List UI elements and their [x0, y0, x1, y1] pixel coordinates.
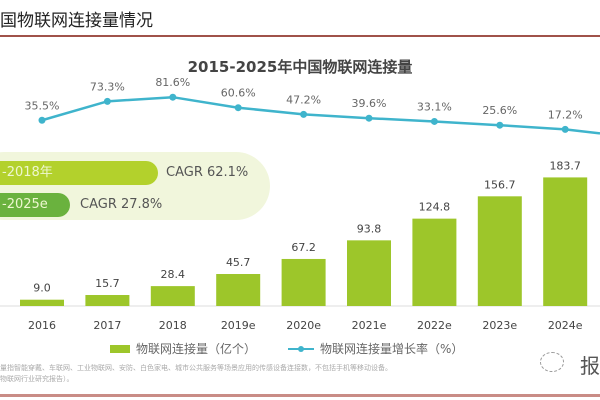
x-tick-2022e: 2022e	[417, 319, 452, 332]
header-divider	[0, 35, 600, 37]
growth-point-2018	[169, 93, 177, 101]
growth-label-2024e: 17.2%	[548, 108, 583, 121]
growth-label-2020e: 47.2%	[286, 93, 321, 106]
growth-point-2019e	[234, 104, 242, 112]
bar-2023e	[477, 196, 522, 306]
growth-line	[41, 95, 600, 135]
growth-label-2021e: 39.6%	[352, 97, 387, 110]
watermark: 报	[580, 354, 600, 378]
bar-2021e	[347, 240, 391, 306]
legend-bar-label: 物联网连接量（亿个）	[136, 342, 257, 356]
bar-2017	[85, 295, 130, 306]
bar-2020e	[281, 258, 326, 306]
growth-point-2017	[103, 97, 111, 105]
growth-point-2024e	[561, 125, 569, 133]
bar-label-2019e: 45.7	[226, 256, 251, 269]
growth-point-2020e	[300, 110, 308, 118]
chart-title: 2015-2025年中国物联网连接量	[187, 58, 413, 76]
cagr-value-1: CAGR 62.1%	[166, 165, 249, 180]
legend: 物联网连接量（亿个） 物联网连接量增长率（%）	[110, 340, 463, 357]
growth-point-2023e	[496, 121, 504, 129]
growth-point-2021e	[365, 114, 373, 122]
x-tick-2019e: 2019e	[221, 319, 256, 332]
growth-point-2022e	[430, 117, 438, 125]
growth-point-2016	[38, 116, 46, 124]
x-tick-2016: 2016	[28, 319, 56, 332]
bottom-divider	[0, 394, 600, 397]
legend-bar-swatch	[110, 344, 130, 353]
bar-label-2023e: 156.7	[484, 178, 516, 191]
growth-label-2018: 81.6%	[155, 76, 190, 89]
bar-label-2020e: 67.2	[291, 241, 316, 254]
bar-2022e	[412, 218, 457, 306]
bar-label-2021e: 93.8	[357, 222, 382, 235]
wechat-icon	[540, 352, 564, 372]
bar-2016	[20, 299, 64, 306]
x-tick-2024e: 2024e	[548, 319, 583, 332]
x-tick-2020e: 2020e	[286, 319, 321, 332]
cagr-value-2: CAGR 27.8%	[80, 197, 163, 212]
bar-2019e	[216, 274, 261, 306]
bar-2018	[150, 286, 195, 306]
growth-label-2016: 35.5%	[25, 99, 60, 112]
growth-label-2023e: 25.6%	[482, 104, 517, 117]
section-title: 国物联网连接量情况	[0, 11, 153, 31]
bar-label-2024e: 183.7	[549, 159, 581, 172]
bar-label-2022e: 124.8	[419, 201, 451, 214]
bar-label-2017: 15.7	[95, 277, 120, 290]
x-tick-2017: 2017	[93, 319, 121, 332]
x-tick-2023e: 2023e	[482, 319, 517, 332]
growth-label-2022e: 33.1%	[417, 100, 452, 113]
bar-label-2016: 9.0	[33, 282, 51, 295]
cagr-period-2: -2025e	[0, 193, 70, 217]
legend-line-label: 物联网连接量增长率（%）	[320, 342, 464, 356]
x-tick-2021e: 2021e	[352, 319, 387, 332]
cagr-period-1: -2018年	[0, 161, 158, 185]
legend-line-swatch	[288, 345, 315, 352]
footnote-line-1: 量指智能穿戴、车联网、工业物联网、安防、白色家电、城市公共服务等场景应用的传感设…	[0, 364, 392, 372]
x-tick-2018: 2018	[159, 319, 187, 332]
bar-label-2018: 28.4	[161, 268, 186, 281]
footnote-line-2: 物联网行业研究报告）。	[0, 375, 74, 383]
bar-2024e	[543, 177, 588, 306]
growth-label-2019e: 60.6%	[221, 87, 256, 100]
growth-label-2017: 73.3%	[90, 80, 125, 93]
